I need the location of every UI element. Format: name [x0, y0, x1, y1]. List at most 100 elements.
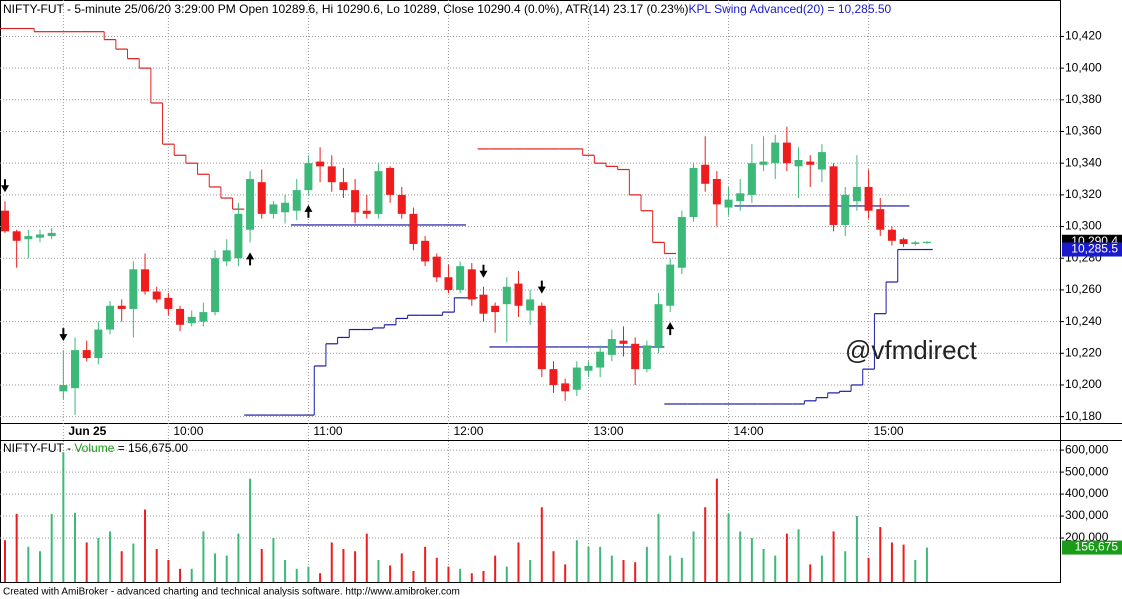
buy-arrow — [246, 252, 255, 266]
sell-arrow — [537, 280, 546, 294]
candle-body — [211, 258, 220, 313]
candle-body — [712, 179, 721, 205]
candle-body — [176, 308, 185, 325]
x-tick-label: 10:00 — [173, 424, 203, 438]
candle-body — [432, 256, 441, 278]
candle-body — [677, 217, 686, 268]
candle-body — [316, 161, 325, 167]
candle-body — [619, 340, 628, 344]
candle-body — [292, 190, 301, 211]
y-tick-label: 10,180 — [1065, 409, 1102, 423]
candle-body — [654, 304, 663, 347]
candle-body — [537, 305, 546, 370]
footer: Created with AmiBroker - advanced charti… — [3, 587, 460, 598]
value-badge — [1062, 242, 1122, 257]
candle-body — [152, 291, 161, 300]
value-badge — [1062, 540, 1122, 555]
volume-value: = 156,675.00 — [114, 441, 188, 455]
y-tick-label: 300,000 — [1065, 508, 1109, 522]
candle-body — [747, 163, 756, 195]
candle-body — [421, 240, 430, 262]
candle-body — [164, 297, 173, 309]
candle-body — [502, 286, 511, 305]
swing-label: KPL Swing Advanced(20) = 10,285.50 — [689, 2, 892, 16]
candle-body — [36, 234, 45, 238]
y-tick-label: 10,240 — [1065, 314, 1102, 328]
sell-arrow — [59, 328, 68, 342]
candle-body — [607, 339, 616, 355]
candle-body — [94, 329, 103, 359]
x-tick-label: 14:00 — [734, 424, 764, 438]
candle-body — [561, 383, 570, 392]
candle-body — [852, 186, 861, 202]
y-tick-label: 10,420 — [1065, 29, 1102, 43]
volume-title: NIFTY-FUT - — [3, 441, 74, 455]
y-tick-label: 600,000 — [1065, 442, 1109, 456]
candle-body — [829, 166, 838, 225]
candle-body — [106, 305, 115, 330]
candle-body — [82, 350, 91, 359]
candle-body — [47, 232, 56, 237]
y-tick-label: 500,000 — [1065, 464, 1109, 478]
candle-body — [701, 164, 710, 184]
candle-body — [724, 199, 733, 208]
candle-body — [526, 299, 535, 311]
candle-body — [187, 316, 196, 324]
watermark: @vfmdirect — [845, 335, 978, 365]
candle-body — [817, 152, 826, 170]
candle-body — [806, 161, 815, 165]
candle-body — [584, 365, 593, 371]
y-tick-label: 10,340 — [1065, 155, 1102, 169]
y-tick-label: 10,220 — [1065, 345, 1102, 359]
candle-body — [304, 163, 313, 191]
candle-body — [24, 236, 33, 240]
candle-body — [71, 350, 80, 389]
candle-body — [491, 305, 500, 313]
sell-arrow — [1, 179, 9, 193]
candle-body — [199, 312, 208, 322]
candle-body — [876, 209, 885, 230]
candle-body — [479, 294, 488, 314]
y-tick-label: 10,320 — [1065, 187, 1102, 201]
candle-body — [327, 166, 336, 183]
candle-body — [922, 241, 931, 244]
candle-body — [456, 266, 465, 290]
candle-body — [117, 305, 126, 309]
volume-header: NIFTY-FUT - Volume = 156,675.00 — [3, 441, 188, 455]
candle-body — [911, 242, 920, 244]
candle-body — [467, 269, 476, 300]
candle-body — [631, 343, 640, 370]
candle-body — [444, 277, 453, 290]
buy-arrow — [666, 322, 675, 336]
buy-arrow — [304, 204, 313, 218]
candle-body — [351, 190, 360, 213]
candle-body — [234, 213, 243, 259]
x-tick-label: 12:00 — [453, 424, 483, 438]
candle-body — [386, 167, 395, 195]
value-badge-label: 156,675 — [1075, 540, 1119, 554]
candle-body — [12, 231, 21, 241]
candle-body — [899, 239, 908, 244]
price-header: NIFTY-FUT - 5-minute 25/06/20 3:29:00 PM… — [3, 2, 892, 16]
y-tick-label: 400,000 — [1065, 486, 1109, 500]
x-tick-label: 13:00 — [594, 424, 624, 438]
candle-body — [841, 194, 850, 225]
candle-body — [269, 204, 278, 214]
candle-body — [141, 269, 150, 292]
candle-body — [222, 250, 231, 262]
candle-body — [362, 210, 371, 214]
candle-body — [339, 182, 348, 191]
candle-body — [257, 182, 266, 214]
candle-body — [642, 345, 651, 370]
candle-body — [759, 161, 768, 165]
candle-body — [666, 264, 675, 306]
sell-arrow — [479, 264, 488, 278]
candle-body — [596, 351, 605, 368]
candle-body — [514, 283, 523, 306]
candle-body — [771, 142, 780, 164]
candle-body — [397, 194, 406, 214]
candle-body — [549, 369, 558, 385]
candle-body — [129, 269, 138, 309]
x-tick-label: Jun 25 — [68, 424, 106, 438]
candle-body — [864, 186, 873, 211]
